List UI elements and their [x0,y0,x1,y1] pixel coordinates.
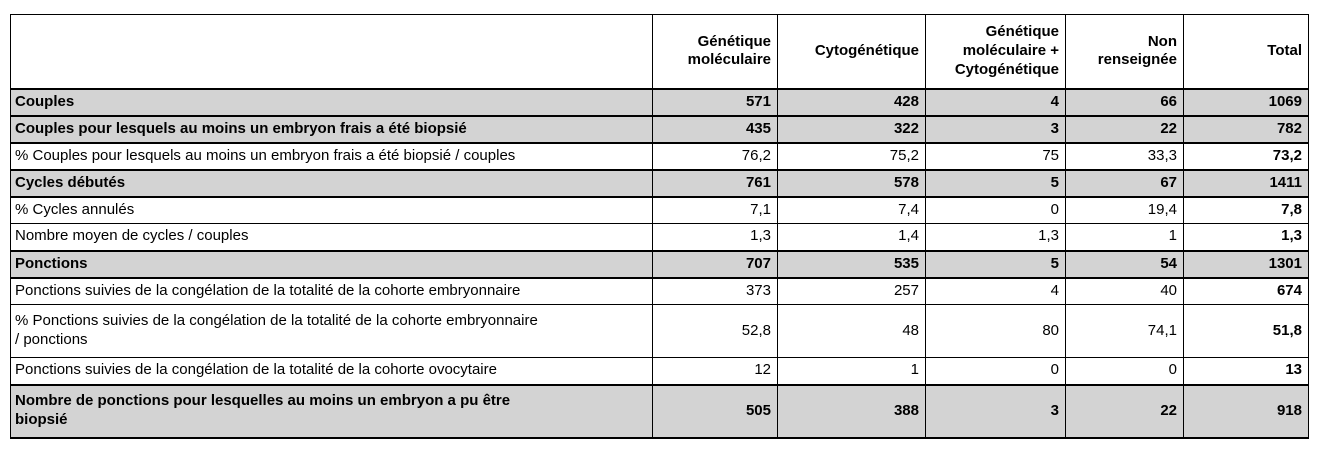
value-cell: 428 [777,87,926,117]
value-cell: 535 [777,249,926,279]
value-cell: 76,2 [652,142,778,170]
total-cell: 674 [1183,277,1309,305]
statistics-table-container: Génétique moléculaire Cytogénétique Généti… [10,14,1309,439]
value-cell: 761 [652,168,778,198]
total-cell: 1,3 [1183,223,1309,251]
table-row: Couples 571 428 4 66 1069 [10,87,1309,117]
total-cell: 782 [1183,114,1309,144]
total-cell: 51,8 [1183,304,1309,358]
value-cell: 66 [1065,87,1184,117]
value-cell: 3 [925,114,1066,144]
value-cell: 54 [1065,249,1184,279]
corner-header-cell [10,14,653,90]
row-label-cell: Cycles débutés [10,168,653,198]
table-row: Nombre moyen de cycles / couples 1,3 1,4 1,… [10,223,1309,251]
value-cell: 322 [777,114,926,144]
row-label-cell: Nombre de ponctions pour lesquelles au m… [10,383,653,439]
table-row: Ponctions 707 535 5 54 1301 [10,249,1309,279]
value-cell: 1 [777,357,926,385]
table-row: Ponctions suivies de la congélation de l… [10,357,1309,385]
value-cell: 40 [1065,277,1184,305]
data-table: Génétique moléculaire Cytogénétique Généti… [10,14,1309,439]
table-row: % Cycles annulés 7,1 7,4 0 19,4 7,8 [10,196,1309,224]
column-header: Génétique moléculaire + Cytogénétique [925,14,1066,90]
value-cell: 67 [1065,168,1184,198]
header-row: Génétique moléculaire Cytogénétique Généti… [10,14,1309,90]
value-cell: 5 [925,249,1066,279]
value-cell: 80 [925,304,1066,358]
value-cell: 435 [652,114,778,144]
total-cell: 1301 [1183,249,1309,279]
table-row: Nombre de ponctions pour lesquelles au m… [10,383,1309,439]
row-label-cell: % Ponctions suivies de la congélation de… [10,304,653,358]
row-label-cell: Couples pour lesquels au moins un embryo… [10,114,653,144]
value-cell: 52,8 [652,304,778,358]
table-row: % Ponctions suivies de la congélation de… [10,304,1309,358]
value-cell: 578 [777,168,926,198]
column-header: Total [1183,14,1309,90]
value-cell: 22 [1065,383,1184,439]
table-row: % Couples pour lesquels au moins un embr… [10,142,1309,170]
value-cell: 1,3 [925,223,1066,251]
value-cell: 19,4 [1065,196,1184,224]
value-cell: 4 [925,87,1066,117]
column-header: Génétique moléculaire [652,14,778,90]
row-label-cell: Ponctions suivies de la congélation de l… [10,277,653,305]
value-cell: 1 [1065,223,1184,251]
value-cell: 74,1 [1065,304,1184,358]
table-row: Cycles débutés 761 578 5 67 1411 [10,168,1309,198]
value-cell: 571 [652,87,778,117]
value-cell: 373 [652,277,778,305]
value-cell: 0 [925,357,1066,385]
value-cell: 75,2 [777,142,926,170]
column-header: Cytogénétique [777,14,926,90]
row-label-cell: Ponctions [10,249,653,279]
row-label-cell: % Couples pour lesquels au moins un embr… [10,142,653,170]
value-cell: 7,1 [652,196,778,224]
total-cell: 918 [1183,383,1309,439]
total-cell: 73,2 [1183,142,1309,170]
value-cell: 1,4 [777,223,926,251]
value-cell: 22 [1065,114,1184,144]
table-body: Couples 571 428 4 66 1069 Couples pour lesquel… [10,87,1309,439]
value-cell: 12 [652,357,778,385]
value-cell: 4 [925,277,1066,305]
total-cell: 13 [1183,357,1309,385]
total-cell: 1411 [1183,168,1309,198]
value-cell: 505 [652,383,778,439]
value-cell: 7,4 [777,196,926,224]
value-cell: 48 [777,304,926,358]
value-cell: 3 [925,383,1066,439]
row-label-cell: Couples [10,87,653,117]
total-cell: 7,8 [1183,196,1309,224]
row-label-cell: % Cycles annulés [10,196,653,224]
total-cell: 1069 [1183,87,1309,117]
value-cell: 0 [925,196,1066,224]
value-cell: 707 [652,249,778,279]
column-header: Non renseignée [1065,14,1184,90]
value-cell: 75 [925,142,1066,170]
table-header: Génétique moléculaire Cytogénétique Généti… [10,14,1309,90]
row-label-cell: Nombre moyen de cycles / couples [10,223,653,251]
table-row: Couples pour lesquels au moins un embryo… [10,114,1309,144]
value-cell: 0 [1065,357,1184,385]
value-cell: 5 [925,168,1066,198]
row-label-cell: Ponctions suivies de la congélation de l… [10,357,653,385]
value-cell: 257 [777,277,926,305]
table-row: Ponctions suivies de la congélation de l… [10,277,1309,305]
value-cell: 388 [777,383,926,439]
value-cell: 33,3 [1065,142,1184,170]
value-cell: 1,3 [652,223,778,251]
